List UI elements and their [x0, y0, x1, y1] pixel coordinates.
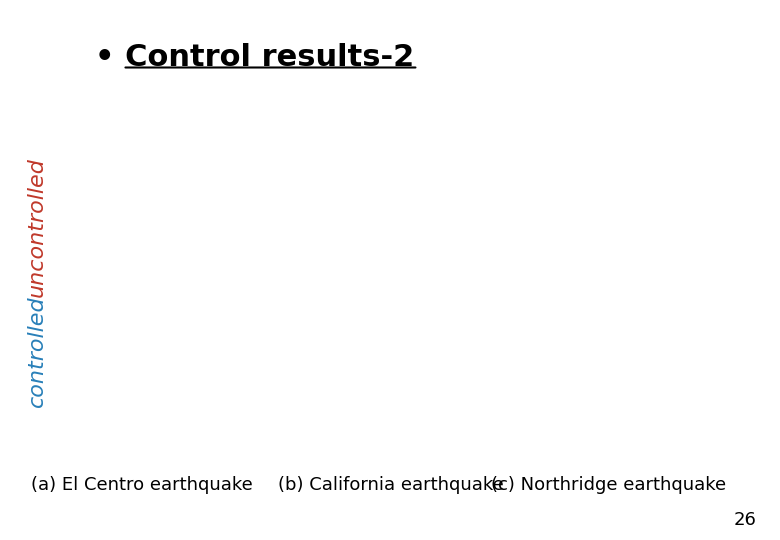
Text: (c) Northridge earthquake: (c) Northridge earthquake	[491, 476, 726, 494]
Text: • Control results-2: • Control results-2	[95, 43, 415, 72]
Text: (b) California earthquake: (b) California earthquake	[278, 476, 504, 494]
Text: 26: 26	[734, 511, 757, 529]
Text: uncontrolled: uncontrolled	[27, 157, 47, 297]
Text: controlled: controlled	[27, 295, 47, 407]
Text: (a) El Centro earthquake: (a) El Centro earthquake	[31, 476, 253, 494]
